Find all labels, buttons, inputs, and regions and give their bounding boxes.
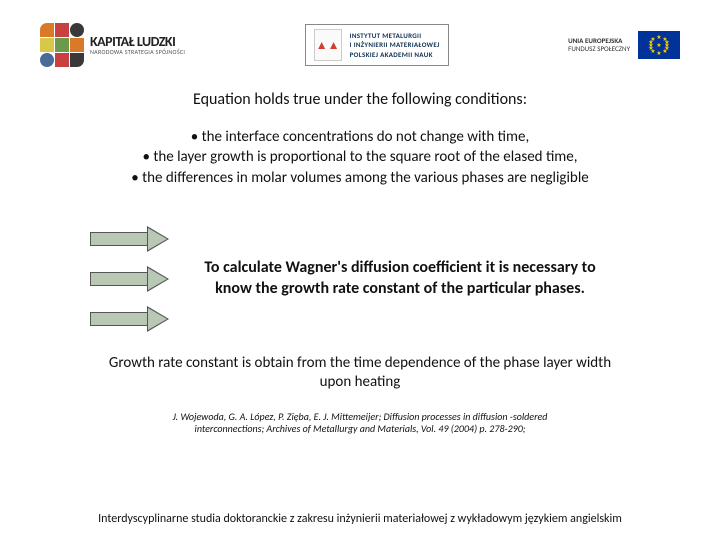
imim-line2: I INŻYNIERII MATERIAŁOWEJ — [350, 40, 440, 49]
logo-kapital-ludzki: KAPITAŁ LUDZKI NARODOWA STRATEGIA SPÓJNO… — [40, 23, 185, 67]
kl-mosaic-icon — [40, 23, 84, 67]
growth-rate-statement: Growth rate constant is obtain from the … — [100, 354, 620, 393]
imim-line1: INSTYTUT METALURGII — [350, 31, 440, 40]
imim-badge-icon: ▲▲ — [314, 29, 342, 61]
bullet-1: • the interface concentrations do not ch… — [40, 127, 680, 147]
imim-line3: POLSKIEJ AKADEMII NAUK — [350, 50, 440, 59]
eu-subtitle: FUNDUSZ SPOŁECZNY — [568, 45, 630, 53]
logo-eu: UNIA EUROPEJSKA FUNDUSZ SPOŁECZNY — [568, 31, 680, 59]
bullet-2: • the layer growth is proportional to th… — [40, 147, 680, 167]
kl-subtitle: NARODOWA STRATEGIA SPÓJNOŚCI — [90, 49, 185, 55]
arrow-icon — [90, 308, 170, 330]
logo-imim-pan: ▲▲ INSTYTUT METALURGII I INŻYNIERII MATE… — [305, 24, 449, 66]
main-heading: Equation holds true under the following … — [40, 90, 680, 109]
footer-text: Interdyscyplinarne studia doktoranckie z… — [0, 512, 720, 526]
arrow-icon — [90, 268, 170, 290]
conditions-list: • the interface concentrations do not ch… — [40, 127, 680, 188]
kl-title: KAPITAŁ LUDZKI — [90, 35, 185, 49]
header-logos: KAPITAŁ LUDZKI NARODOWA STRATEGIA SPÓJNO… — [0, 0, 720, 80]
bullet-3: • the differences in molar volumes among… — [40, 168, 680, 188]
wagner-statement: To calculate Wagner's diffusion coeffici… — [200, 258, 600, 300]
mid-row: To calculate Wagner's diffusion coeffici… — [40, 228, 680, 330]
arrow-icon — [90, 228, 170, 250]
reference-citation: J. Wojewoda, G. A. López, P. Zięba, E. J… — [150, 411, 570, 436]
eu-flag-icon — [638, 31, 680, 59]
arrow-stack — [90, 228, 170, 330]
